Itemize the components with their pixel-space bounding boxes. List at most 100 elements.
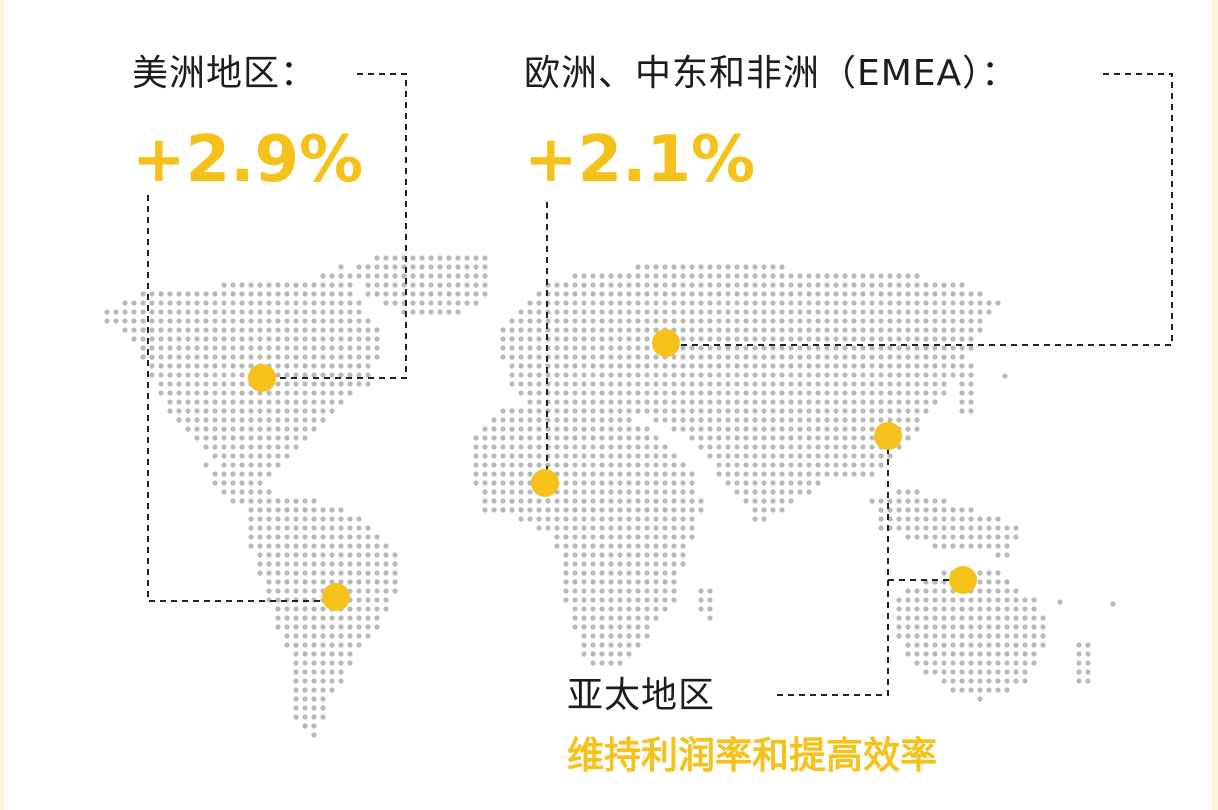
map-dot xyxy=(779,336,785,342)
map-dot xyxy=(284,336,290,342)
map-dot xyxy=(536,363,542,369)
map-dot xyxy=(347,372,353,378)
map-dot xyxy=(284,318,290,324)
map-dot xyxy=(374,579,380,585)
map-dot xyxy=(977,624,983,630)
map-dot xyxy=(149,318,155,324)
map-dot xyxy=(608,327,614,333)
map-dot xyxy=(221,462,227,468)
map-dot xyxy=(761,516,767,522)
map-dot xyxy=(842,309,848,315)
map-dot xyxy=(680,309,686,315)
map-dot xyxy=(590,282,596,288)
map-dot xyxy=(896,354,902,360)
map-dot xyxy=(212,444,218,450)
map-dot xyxy=(527,381,533,387)
map-dot xyxy=(1022,669,1028,675)
map-dot xyxy=(653,408,659,414)
map-dot xyxy=(680,336,686,342)
map-dot xyxy=(914,525,920,531)
map-dot xyxy=(635,282,641,288)
map-dot xyxy=(869,300,875,306)
map-dot xyxy=(662,597,668,603)
map-dot xyxy=(590,543,596,549)
map-dot xyxy=(932,615,938,621)
map-dot xyxy=(707,381,713,387)
map-dot xyxy=(644,381,650,387)
map-dot xyxy=(653,516,659,522)
map-dot xyxy=(104,318,110,324)
map-dot xyxy=(365,327,371,333)
map-dot xyxy=(932,345,938,351)
map-dot xyxy=(1022,597,1028,603)
map-dot xyxy=(878,345,884,351)
map-dot xyxy=(653,597,659,603)
map-dot xyxy=(824,372,830,378)
map-dot xyxy=(347,282,353,288)
map-dot xyxy=(608,300,614,306)
map-dot xyxy=(338,273,344,279)
map-dot xyxy=(698,597,704,603)
map-dot xyxy=(635,615,641,621)
map-dot xyxy=(302,642,308,648)
map-dot xyxy=(302,336,308,342)
map-dot xyxy=(824,444,830,450)
map-dot xyxy=(716,309,722,315)
map-dot xyxy=(950,534,956,540)
map-dot xyxy=(842,336,848,342)
map-dot xyxy=(302,318,308,324)
map-dot xyxy=(626,534,632,540)
map-dot xyxy=(833,273,839,279)
map-dot xyxy=(977,516,983,522)
map-dot xyxy=(257,534,263,540)
map-dot xyxy=(185,318,191,324)
map-dot xyxy=(707,426,713,432)
map-dot xyxy=(374,291,380,297)
map-dot xyxy=(590,633,596,639)
map-dot xyxy=(581,507,587,513)
map-dot xyxy=(356,300,362,306)
map-dot xyxy=(563,426,569,432)
map-dot xyxy=(329,381,335,387)
map-dot xyxy=(671,561,677,567)
map-dot xyxy=(266,300,272,306)
map-dot xyxy=(653,489,659,495)
map-dot xyxy=(419,300,425,306)
map-dot xyxy=(698,264,704,270)
map-dot xyxy=(176,417,182,423)
map-dot xyxy=(941,606,947,612)
map-dot xyxy=(698,282,704,288)
map-dot xyxy=(869,354,875,360)
map-dot xyxy=(959,372,965,378)
map-dot xyxy=(563,480,569,486)
map-dot xyxy=(959,345,965,351)
map-dot xyxy=(131,336,137,342)
map-dot xyxy=(734,417,740,423)
map-dot xyxy=(959,660,965,666)
map-dot xyxy=(185,291,191,297)
map-dot xyxy=(626,282,632,288)
map-dot xyxy=(536,327,542,333)
map-dot xyxy=(221,282,227,288)
map-dot xyxy=(248,282,254,288)
map-dot xyxy=(194,399,200,405)
map-dot xyxy=(608,525,614,531)
map-dot xyxy=(797,282,803,288)
map-dot xyxy=(833,372,839,378)
map-dot xyxy=(266,516,272,522)
map-dot xyxy=(635,579,641,585)
map-dot xyxy=(680,507,686,513)
map-dot xyxy=(878,453,884,459)
map-dot xyxy=(527,363,533,369)
map-dot xyxy=(806,435,812,441)
map-dot xyxy=(1022,624,1028,630)
map-dot xyxy=(473,444,479,450)
map-dot xyxy=(950,318,956,324)
map-dot xyxy=(626,579,632,585)
map-dot xyxy=(338,300,344,306)
map-dot xyxy=(293,399,299,405)
map-dot xyxy=(977,291,983,297)
map-dot xyxy=(266,390,272,396)
map-dot xyxy=(914,345,920,351)
map-dot xyxy=(860,345,866,351)
